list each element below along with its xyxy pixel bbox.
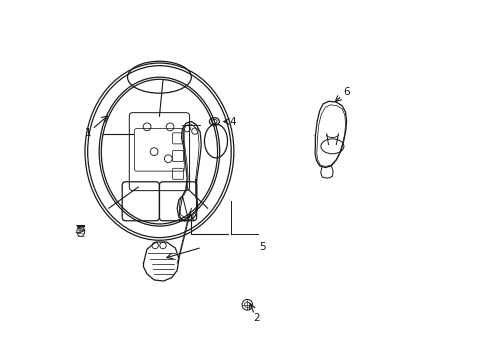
Text: 1: 1 <box>85 127 92 138</box>
Text: 6: 6 <box>343 87 349 97</box>
Text: 3: 3 <box>74 225 81 235</box>
Text: 4: 4 <box>229 117 236 126</box>
Text: 2: 2 <box>253 313 259 323</box>
Text: 5: 5 <box>259 242 265 252</box>
